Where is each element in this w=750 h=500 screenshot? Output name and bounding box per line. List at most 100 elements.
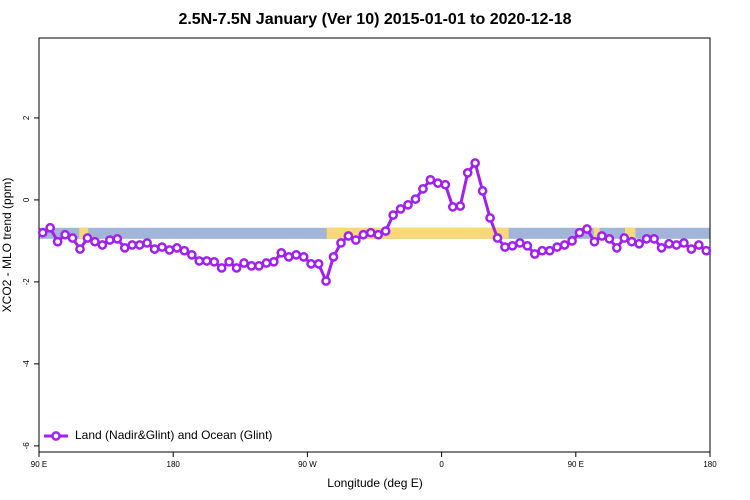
data-point <box>186 249 197 260</box>
data-point <box>641 234 652 244</box>
data-point <box>142 238 152 248</box>
data-point <box>67 233 78 243</box>
data-point <box>701 245 712 256</box>
data-point <box>37 227 48 238</box>
data-point <box>321 276 331 286</box>
data-point <box>269 256 279 267</box>
series-line <box>41 159 708 286</box>
data-point <box>447 202 458 212</box>
data-point <box>134 240 145 250</box>
legend-label: Land (Nadir&Glint) and Ocean (Glint) <box>75 428 272 442</box>
data-point <box>179 245 190 256</box>
data-point <box>336 238 346 248</box>
x-tick-label: 0 <box>439 460 444 469</box>
data-point <box>544 245 555 256</box>
data-point <box>522 240 533 251</box>
data-point <box>365 227 376 238</box>
data-point <box>291 249 302 260</box>
data-point <box>164 245 175 255</box>
data-point <box>119 243 130 253</box>
data-point <box>679 238 689 248</box>
plot-frame <box>38 37 711 453</box>
data-point <box>112 234 123 244</box>
land-band <box>625 227 636 239</box>
data-point <box>75 244 85 254</box>
data-point <box>462 168 473 178</box>
data-point <box>373 229 384 240</box>
data-point <box>664 238 674 249</box>
data-point <box>276 247 287 258</box>
y-tick-label: -2 <box>22 278 31 286</box>
data-point <box>671 240 682 250</box>
data-point <box>567 236 577 246</box>
data-point <box>529 249 540 259</box>
data-point <box>515 238 525 248</box>
data-point <box>246 261 257 271</box>
data-point <box>693 240 704 250</box>
data-point <box>574 227 585 238</box>
data-point <box>194 256 205 266</box>
x-tick-label: 180 <box>703 460 717 469</box>
y-tick-label: -4 <box>22 360 31 368</box>
data-point <box>254 261 264 271</box>
data-point <box>306 259 316 269</box>
data-point <box>425 174 436 185</box>
chart-title: 2.5N-7.5N January (Ver 10) 2015-01-01 to… <box>178 11 571 28</box>
data-point <box>388 210 398 220</box>
data-point <box>209 256 220 267</box>
data-point <box>239 258 249 268</box>
data-point <box>626 236 637 247</box>
data-point <box>380 226 391 236</box>
data-point <box>90 236 100 247</box>
data-point <box>82 233 93 243</box>
data-point <box>619 233 630 243</box>
data-point <box>261 258 272 268</box>
y-tick-label: 2 <box>22 115 31 120</box>
data-point <box>418 183 428 194</box>
data-point <box>559 240 570 250</box>
data-point <box>649 234 659 244</box>
x-tick-label: 90 E <box>568 460 584 469</box>
data-point <box>455 201 466 211</box>
data-point <box>97 240 108 250</box>
data-point <box>440 179 451 190</box>
data-point <box>358 229 369 240</box>
y-tick-label: 0 <box>22 197 31 202</box>
data-point <box>104 235 115 245</box>
x-tick-label: 180 <box>167 460 181 469</box>
y-tick-label: -6 <box>22 442 31 450</box>
data-point <box>343 231 354 241</box>
data-point <box>395 204 406 214</box>
data-point <box>597 231 607 241</box>
data-point <box>216 263 227 273</box>
data-point <box>492 233 503 243</box>
data-point <box>433 178 443 188</box>
data-point <box>201 256 212 266</box>
data-point <box>537 245 548 256</box>
data-point <box>470 158 480 168</box>
data-point <box>485 213 495 223</box>
land-band <box>593 227 600 239</box>
data-point <box>313 259 324 269</box>
x-axis-label: Longitude (deg E) <box>327 476 422 490</box>
legend-marker <box>51 431 61 441</box>
data-point <box>52 236 63 247</box>
data-point <box>507 240 518 251</box>
data-point <box>589 236 600 247</box>
data-point <box>552 242 563 252</box>
data-point <box>611 243 622 253</box>
land-band <box>326 227 509 239</box>
data-point <box>477 186 488 196</box>
data-point <box>157 242 167 252</box>
data-point <box>149 244 160 254</box>
data-point <box>45 222 56 233</box>
data-point <box>60 229 70 240</box>
data-point <box>283 252 294 262</box>
data-point <box>656 243 667 253</box>
data-point <box>403 199 413 210</box>
data-point <box>172 243 182 253</box>
land-band <box>79 227 89 239</box>
data-point <box>410 194 421 204</box>
data-point <box>328 252 339 262</box>
